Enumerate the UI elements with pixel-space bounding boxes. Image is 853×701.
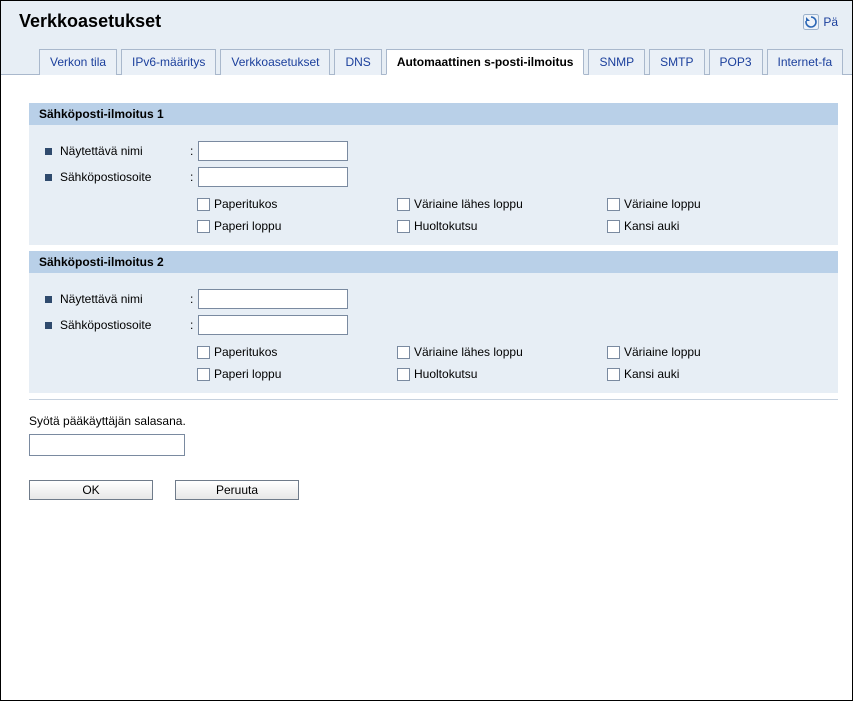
email-row-2: Sähköpostiosoite : [45, 315, 822, 335]
checkbox-grid-1: Paperitukos Väriaine lähes loppu Väriain… [197, 197, 822, 233]
email-row-1: Sähköpostiosoite : [45, 167, 822, 187]
checkbox-icon [607, 198, 620, 211]
page-title: Verkkoasetukset [19, 11, 161, 32]
email-label: Sähköpostiosoite [60, 170, 190, 184]
chk-variaine-lahes-2[interactable]: Väriaine lähes loppu [397, 345, 607, 359]
display-name-row-1: Näytettävä nimi : [45, 141, 822, 161]
chk-label: Paperi loppu [214, 219, 281, 233]
checkbox-icon [197, 346, 210, 359]
chk-label: Paperitukos [214, 197, 277, 211]
checkbox-icon [607, 368, 620, 381]
colon: : [190, 144, 198, 158]
header-bar: Verkkoasetukset Pä [1, 1, 852, 36]
tab-snmp[interactable]: SNMP [588, 49, 645, 75]
tab-pop3[interactable]: POP3 [709, 49, 763, 75]
section-2-body: Näytettävä nimi : Sähköpostiosoite : Pap… [29, 273, 838, 393]
display-name-label: Näytettävä nimi [60, 292, 190, 306]
display-name-input-2[interactable] [198, 289, 348, 309]
chk-paperitukos-2[interactable]: Paperitukos [197, 345, 397, 359]
chk-kansi-auki-2[interactable]: Kansi auki [607, 367, 807, 381]
colon: : [190, 170, 198, 184]
chk-variaine-loppu-1[interactable]: Väriaine loppu [607, 197, 807, 211]
ok-button[interactable]: OK [29, 480, 153, 500]
chk-label: Väriaine lähes loppu [414, 345, 523, 359]
chk-paperitukos-1[interactable]: Paperitukos [197, 197, 397, 211]
button-row: OK Peruuta [29, 480, 838, 500]
divider [29, 399, 838, 400]
checkbox-icon [397, 220, 410, 233]
checkbox-icon [197, 198, 210, 211]
tab-auto-email[interactable]: Automaattinen s-posti-ilmoitus [386, 49, 585, 75]
checkbox-icon [397, 198, 410, 211]
section-2-header: Sähköposti-ilmoitus 2 [29, 251, 838, 273]
checkbox-icon [197, 220, 210, 233]
email-input-1[interactable] [198, 167, 348, 187]
refresh-icon [803, 14, 819, 30]
tab-verkkoasetukset[interactable]: Verkkoasetukset [220, 49, 330, 75]
chk-label: Huoltokutsu [414, 219, 477, 233]
chk-label: Väriaine loppu [624, 197, 701, 211]
chk-label: Kansi auki [624, 367, 679, 381]
chk-label: Paperitukos [214, 345, 277, 359]
checkbox-icon [607, 220, 620, 233]
tab-internet-fax[interactable]: Internet-fa [767, 49, 844, 75]
chk-label: Väriaine loppu [624, 345, 701, 359]
password-input[interactable] [29, 434, 185, 456]
chk-variaine-loppu-2[interactable]: Väriaine loppu [607, 345, 807, 359]
email-input-2[interactable] [198, 315, 348, 335]
refresh-label: Pä [823, 15, 838, 29]
colon: : [190, 292, 198, 306]
tab-verkon-tila[interactable]: Verkon tila [39, 49, 117, 75]
tab-smtp[interactable]: SMTP [649, 49, 704, 75]
chk-variaine-lahes-1[interactable]: Väriaine lähes loppu [397, 197, 607, 211]
chk-label: Huoltokutsu [414, 367, 477, 381]
bullet-icon [45, 174, 52, 181]
tab-dns[interactable]: DNS [334, 49, 381, 75]
chk-huoltokutsu-1[interactable]: Huoltokutsu [397, 219, 607, 233]
section-1-header: Sähköposti-ilmoitus 1 [29, 103, 838, 125]
checkbox-grid-2: Paperitukos Väriaine lähes loppu Väriain… [197, 345, 822, 381]
checkbox-icon [197, 368, 210, 381]
colon: : [190, 318, 198, 332]
chk-paperi-loppu-2[interactable]: Paperi loppu [197, 367, 397, 381]
content-area: Sähköposti-ilmoitus 1 Näytettävä nimi : … [1, 75, 852, 514]
email-label: Sähköpostiosoite [60, 318, 190, 332]
checkbox-icon [397, 346, 410, 359]
display-name-label: Näytettävä nimi [60, 144, 190, 158]
chk-paperi-loppu-1[interactable]: Paperi loppu [197, 219, 397, 233]
tab-ipv6[interactable]: IPv6-määritys [121, 49, 216, 75]
chk-kansi-auki-1[interactable]: Kansi auki [607, 219, 807, 233]
chk-label: Kansi auki [624, 219, 679, 233]
display-name-row-2: Näytettävä nimi : [45, 289, 822, 309]
settings-window: Verkkoasetukset Pä Verkon tila IPv6-määr… [0, 0, 853, 701]
password-label: Syötä pääkäyttäjän salasana. [29, 414, 838, 428]
bullet-icon [45, 148, 52, 155]
password-area: Syötä pääkäyttäjän salasana. [29, 414, 838, 456]
display-name-input-1[interactable] [198, 141, 348, 161]
chk-label: Paperi loppu [214, 367, 281, 381]
chk-huoltokutsu-2[interactable]: Huoltokutsu [397, 367, 607, 381]
bullet-icon [45, 296, 52, 303]
checkbox-icon [607, 346, 620, 359]
section-1-body: Näytettävä nimi : Sähköpostiosoite : Pap… [29, 125, 838, 245]
bullet-icon [45, 322, 52, 329]
tabs: Verkon tila IPv6-määritys Verkkoasetukse… [1, 36, 852, 75]
refresh-button[interactable]: Pä [803, 14, 838, 30]
chk-label: Väriaine lähes loppu [414, 197, 523, 211]
cancel-button[interactable]: Peruuta [175, 480, 299, 500]
checkbox-icon [397, 368, 410, 381]
